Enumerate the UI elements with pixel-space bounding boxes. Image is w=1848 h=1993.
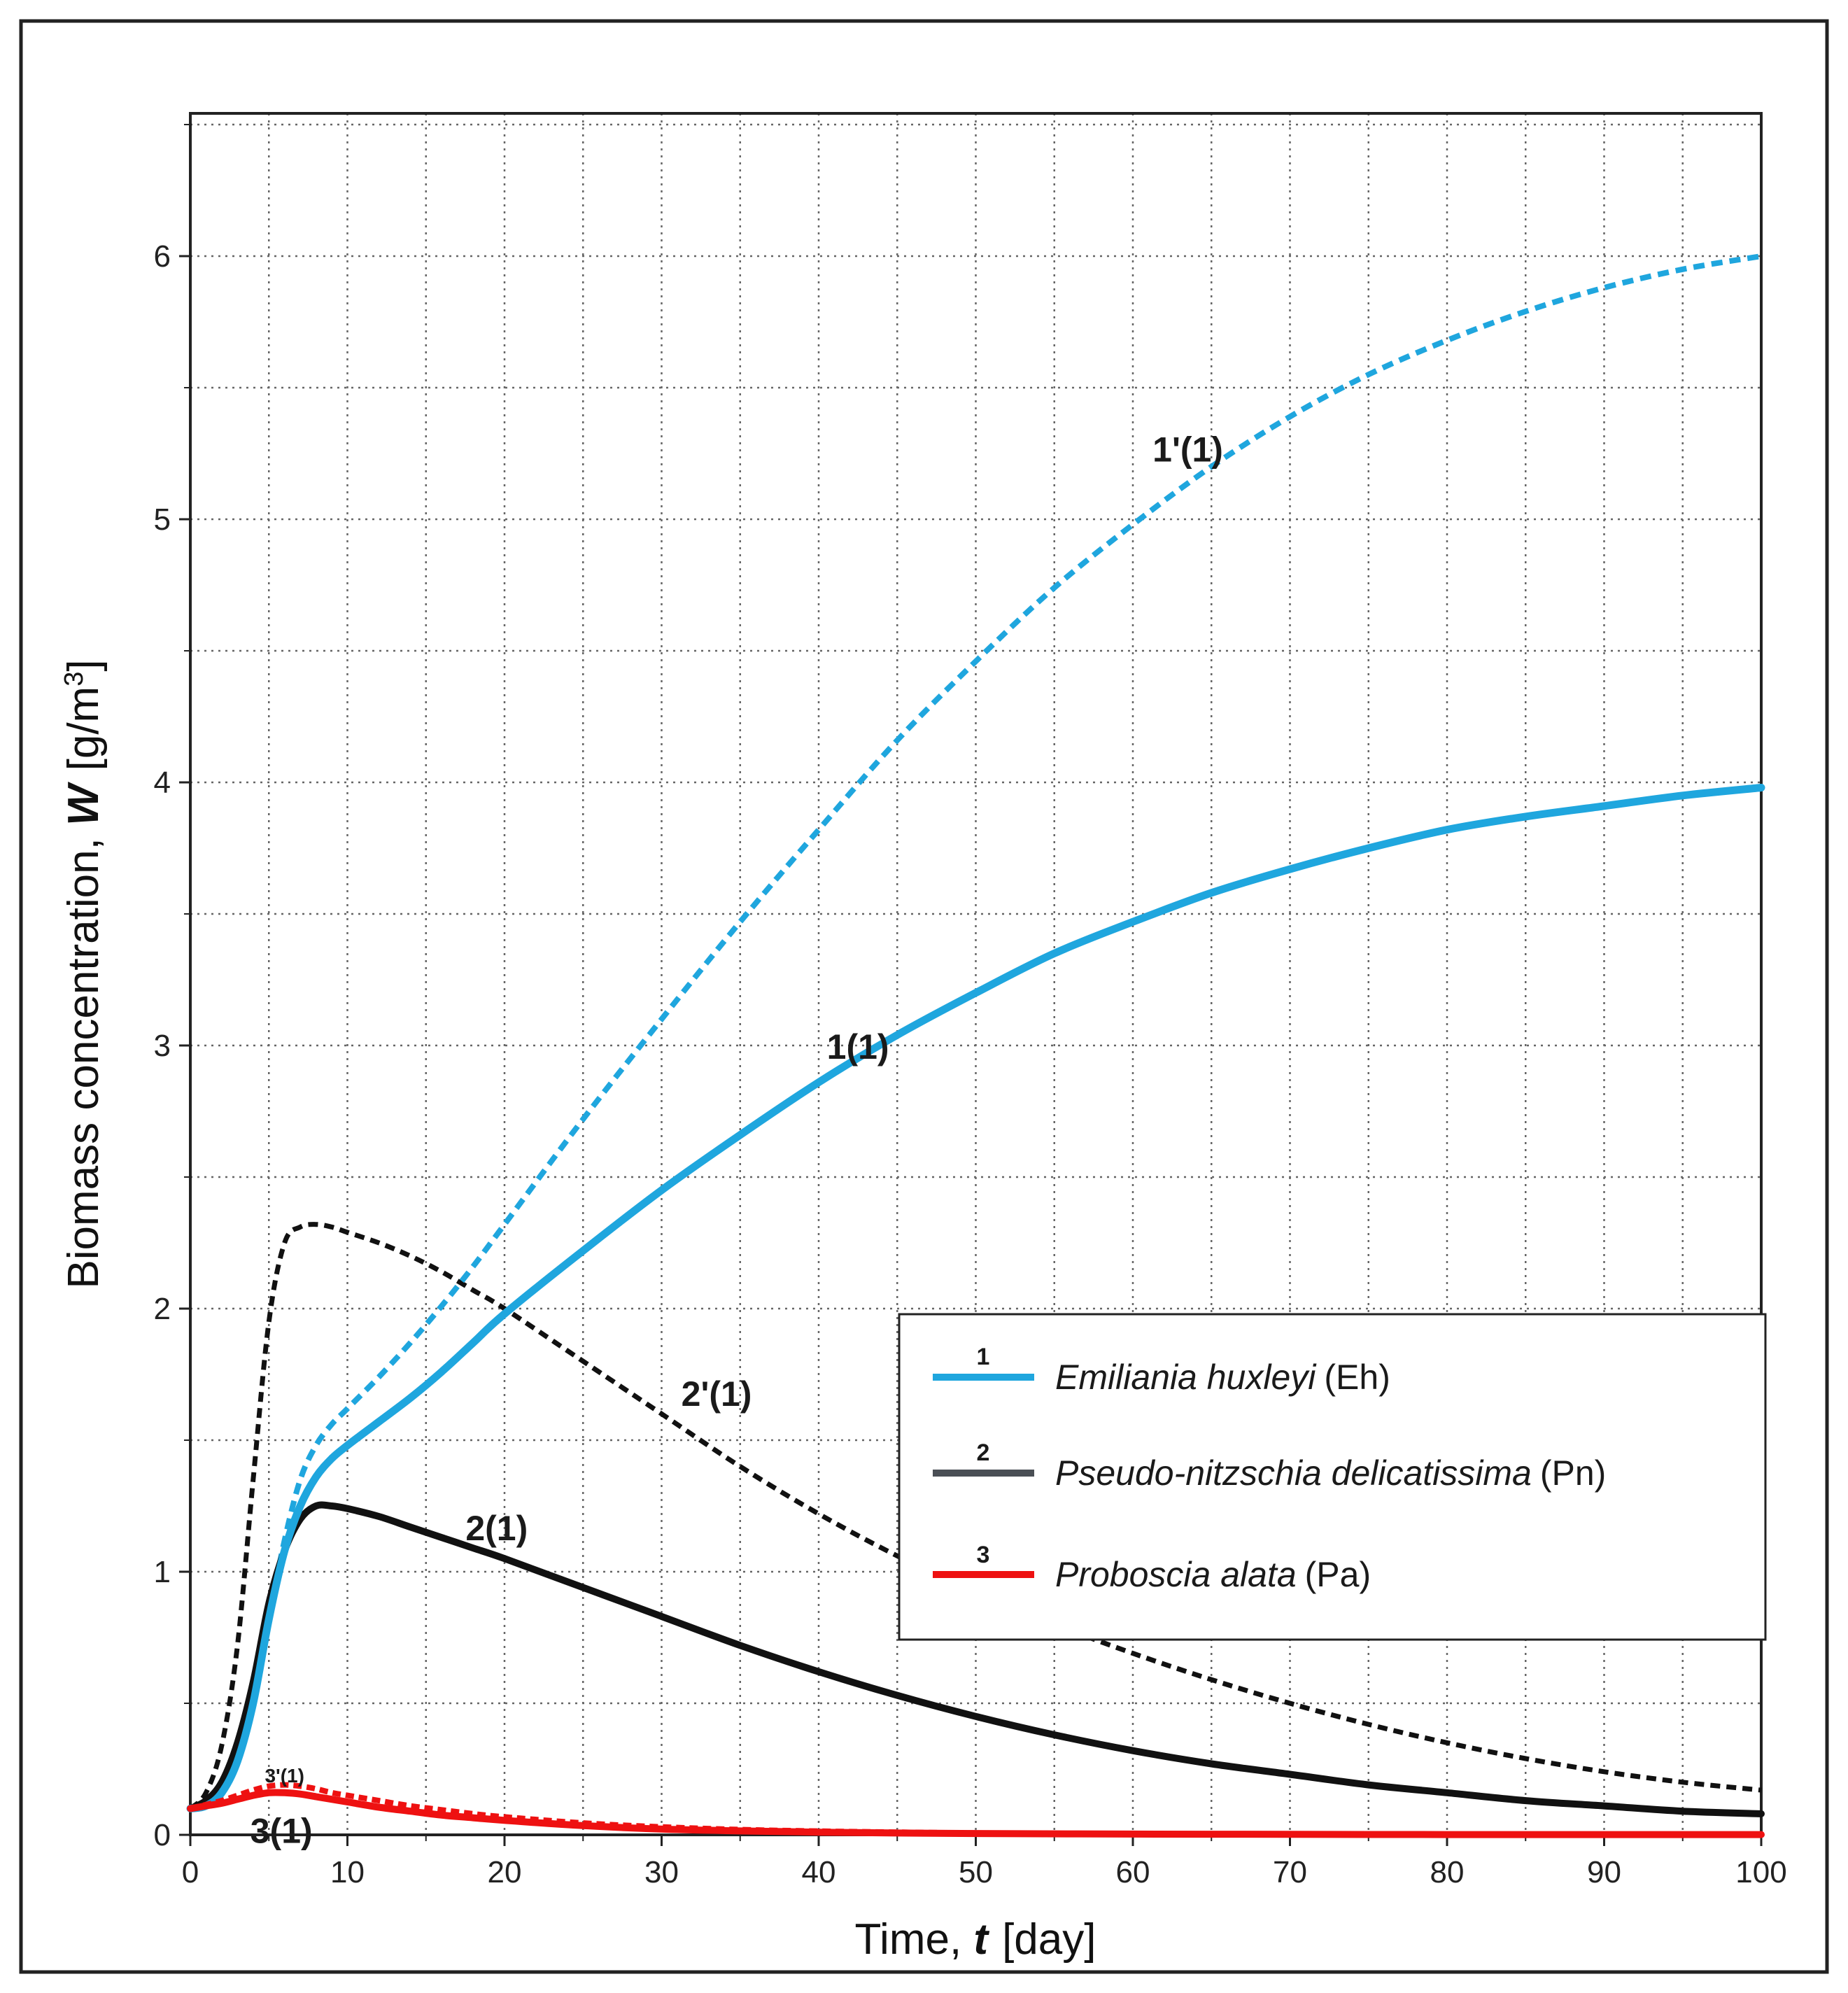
y-tick-label: 6 [154,239,171,274]
curve-label: 3(1) [251,1811,313,1850]
legend-num-pa: 3 [977,1542,990,1568]
x-tick-label: 10 [330,1855,365,1889]
y-tick-label: 2 [154,1292,171,1326]
y-tick-label: 1 [154,1555,171,1589]
x-tick-label: 60 [1116,1855,1150,1889]
legend: 1 Emiliania huxleyi (Eh) 2 Pseudo-nitzsch… [898,1313,1767,1641]
x-tick-label: 80 [1430,1855,1465,1889]
curve-labels: 1'(1) 1(1) 2'(1) 2(1) 3'(1) 3(1) [251,430,1223,1850]
series-line-11 [186,784,1765,1812]
x-tick-label: 40 [802,1855,836,1889]
x-tick-label: 30 [644,1855,679,1889]
curve-label: 2'(1) [682,1374,752,1414]
curve-label: 1'(1) [1152,430,1223,469]
legend-label-eh: Emiliania huxleyi (Eh) [1055,1358,1390,1397]
y-tick-label: 4 [154,766,171,800]
x-tick-label: 70 [1273,1855,1307,1889]
y-tick-label: 0 [154,1818,171,1852]
series-group [186,253,1765,1838]
series-line-31 [187,1789,1765,1838]
x-tick-label: 100 [1735,1855,1786,1889]
series-line-2p1 [188,1222,1762,1811]
y-tick-label: 3 [154,1029,171,1063]
x-tick-label: 90 [1587,1855,1621,1889]
curve-label: 2(1) [465,1509,528,1548]
legend-label-pn: Pseudo-nitzschia delicatissima (Pn) [1055,1453,1606,1493]
x-axis-title: Time, t [day] [854,1915,1096,1964]
outer-frame [19,19,1829,1974]
y-tick-label: 5 [154,502,171,537]
axis-ticks: 0 10 20 30 40 50 60 70 80 90 100 0 1 2 3 4 5 6 [154,124,1787,1889]
x-tick-label: 20 [488,1855,522,1889]
curve-label: 3'(1) [264,1765,304,1787]
legend-num-eh: 1 [977,1344,990,1370]
curve-label: 1(1) [827,1027,889,1066]
x-tick-label: 0 [182,1855,199,1889]
legend-box [898,1313,1767,1641]
x-tick-label: 50 [959,1855,993,1889]
series-line-1p1 [190,253,1762,1812]
legend-num-pn: 2 [977,1439,990,1466]
legend-label-pa: Proboscia alata (Pa) [1055,1555,1371,1594]
y-axis-title: Biomass concentration, W[g/m3] [59,659,108,1288]
